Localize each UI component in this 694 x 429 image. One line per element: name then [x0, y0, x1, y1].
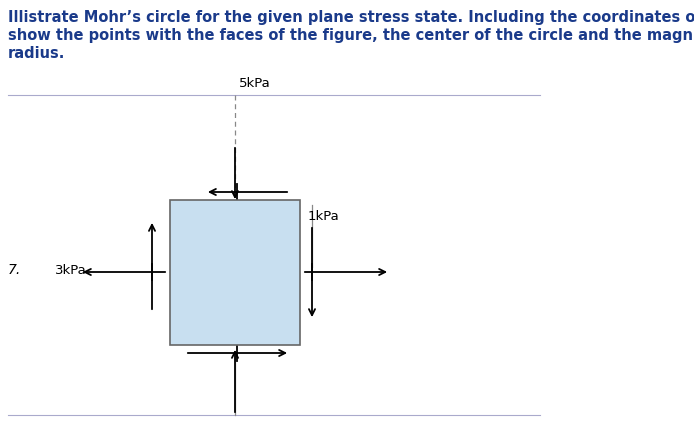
Text: 5kPa: 5kPa — [239, 77, 271, 90]
Text: radius.: radius. — [8, 46, 65, 61]
Text: 1kPa: 1kPa — [308, 210, 340, 223]
Text: Illistrate Mohr’s circle for the given plane stress state. Including the coordin: Illistrate Mohr’s circle for the given p… — [8, 10, 694, 25]
Text: show the points with the faces of the figure, the center of the circle and the m: show the points with the faces of the fi… — [8, 28, 694, 43]
Text: 7.: 7. — [8, 263, 22, 277]
Text: 3kPa: 3kPa — [55, 263, 87, 277]
Bar — [170, 200, 300, 345]
